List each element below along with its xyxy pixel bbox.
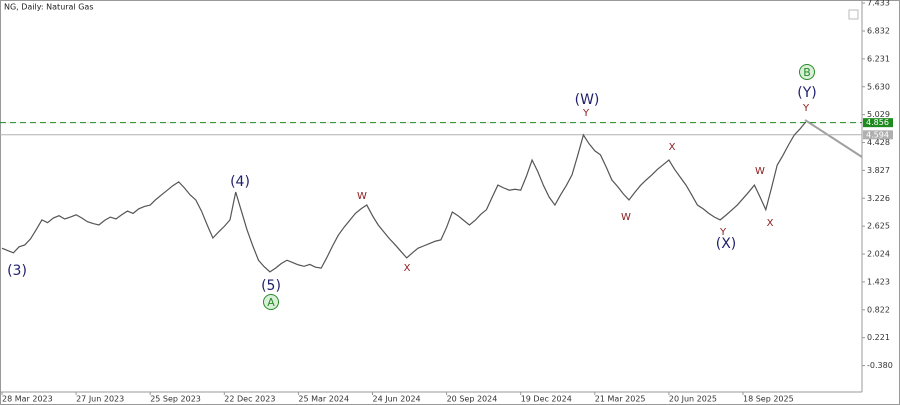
y-tick-label: 2.625 [867,222,890,231]
x-tick-label: 20 Jun 2025 [669,395,717,404]
wave-label: (X) [716,236,737,252]
projection-line [804,119,863,158]
y-tick-label: 4.428 [867,138,890,147]
wave-label: (3) [7,263,27,279]
y-tick-label: 6.832 [867,26,890,35]
x-tick-label: 19 Dec 2024 [521,395,572,404]
y-tick-label: 5.029 [867,110,890,119]
y-tick-label: 5.630 [867,82,890,91]
wave-label: A [267,296,275,309]
y-tick-label: 0.822 [867,305,890,314]
wave-circle [263,294,279,310]
y-tick-label: 3.827 [867,166,890,175]
x-tick-label: 21 Mar 2025 [595,395,646,404]
wave-label: W [621,212,631,223]
y-tick-label: 6.231 [867,54,890,63]
wave-label: (Y) [797,85,816,101]
chart-title: NG, Daily: Natural Gas [4,3,94,12]
wave-label: (W) [575,92,600,108]
wave-label: W [357,191,367,202]
price-line-series [1,121,807,273]
wave-label: Y [582,108,590,119]
wave-label: (4) [230,174,250,190]
wave-label: X [404,263,411,274]
wave-label: W [755,166,765,177]
wave-label: (5) [261,278,281,294]
wave-label: X [767,218,774,229]
wave-circle [799,64,815,80]
price-label-box [863,130,893,140]
x-tick-label: 25 Mar 2024 [298,395,349,404]
y-tick-label: 0.221 [867,333,890,342]
y-tick-label: -0.380 [867,361,893,370]
y-tick-label: 3.226 [867,194,890,203]
price-label: 4.594 [866,130,889,139]
x-tick-label: 22 Dec 2023 [224,395,275,404]
price-label: 4.856 [866,118,889,127]
y-tick-label: 7.433 [867,0,890,8]
x-tick-label: 18 Sep 2025 [743,395,794,404]
x-tick-label: 25 Sep 2023 [150,395,201,404]
y-tick-label: 2.024 [867,250,890,259]
price-label-box [863,118,893,128]
wave-label: X [669,142,676,153]
y-tick-label: 1.423 [867,277,890,286]
wave-label: Y [719,227,727,238]
help-button[interactable] [848,9,859,20]
x-tick-label: 20 Sep 2024 [447,395,498,404]
x-tick-label: 24 Jun 2024 [373,395,421,404]
wave-label: Y [802,103,810,114]
x-tick-label: 28 Mar 2023 [2,395,53,404]
wave-label: B [803,66,811,79]
x-tick-label: 27 Jun 2023 [76,395,124,404]
